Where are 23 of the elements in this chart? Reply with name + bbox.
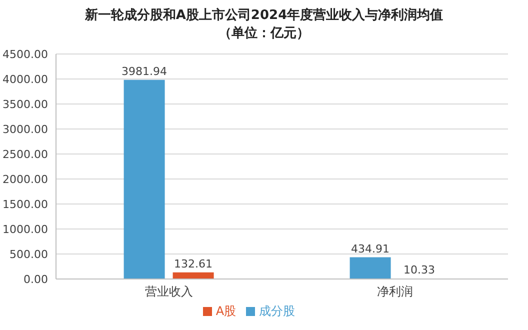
bar (172, 272, 214, 279)
bar (124, 80, 165, 279)
x-tick-label: 净利润 (377, 284, 413, 299)
data-label: 3981.94 (122, 64, 168, 78)
x-tick-label: 营业收入 (145, 284, 193, 299)
y-tick-label: 1000.00 (2, 222, 48, 236)
legend-label: A股 (216, 304, 236, 318)
legend-label: 成分股 (259, 304, 296, 318)
data-label: 10.33 (404, 263, 436, 276)
y-tick-label: 1500.00 (2, 198, 48, 211)
data-label: 434.91 (351, 242, 390, 256)
y-tick-label: 2000.00 (2, 172, 48, 186)
chart-subtitle: （单位：亿元） (218, 25, 310, 42)
y-tick-label: 4000.00 (2, 72, 48, 86)
y-tick-label: 0.00 (24, 272, 48, 286)
y-tick-label: 2500.00 (2, 148, 48, 161)
y-tick-label: 500.00 (10, 248, 48, 261)
chart-title: 新一轮成分股和A股上市公司2024年度营业收入与净利润均值 (84, 6, 444, 24)
y-tick-label: 4500.00 (2, 48, 48, 61)
y-tick-label: 3500.00 (2, 98, 48, 111)
y-tick-label: 3000.00 (2, 122, 48, 136)
data-label: 132.61 (174, 257, 213, 270)
bar (350, 257, 391, 279)
